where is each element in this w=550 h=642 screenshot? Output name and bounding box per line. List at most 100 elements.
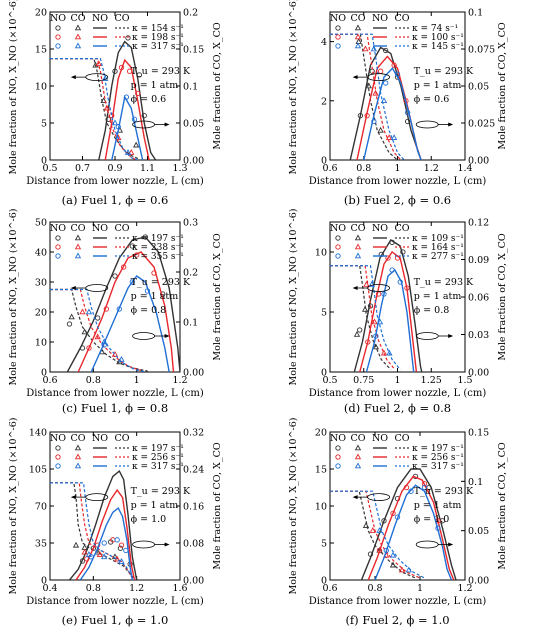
legend-co-marker [354, 453, 362, 460]
legend-co-marker [74, 243, 82, 250]
no-point [86, 345, 92, 351]
annotation-ellipse-no [415, 540, 439, 549]
panel-b: 0.6 0.8 1 1.2 1.4 0 2 4 0.00 0.025 0.05 0.075 0.1 Dis… [288, 0, 508, 207]
co-point [362, 522, 370, 528]
condition-pressure: p = 1 atm [131, 291, 179, 302]
y-right-axis-label: Mole fraction of CO, X_CO [212, 442, 223, 569]
legend-label: κ = 74 s⁻¹ [412, 24, 458, 34]
legend-header: CO [394, 433, 409, 444]
legend: NO CO NO COκ = 74 s⁻¹κ = 100 s⁻¹κ = 145 s⁻¹ [330, 13, 464, 52]
no-point [389, 267, 395, 273]
arrow-head [70, 495, 76, 500]
co-point [101, 338, 108, 345]
plot-area [330, 468, 457, 580]
arrow-head [448, 334, 454, 338]
plot-area [330, 33, 422, 160]
co-point [398, 566, 406, 573]
legend-co-marker [354, 462, 362, 469]
arrow-head [352, 286, 358, 290]
no-point [79, 345, 86, 351]
no-point [364, 112, 370, 119]
co-point [370, 45, 378, 52]
y-left-axis-label: Mole fraction of NO, X_NO (×10^-6) [288, 208, 299, 385]
no-line-series-3 [374, 484, 453, 580]
y-right-tick-label: 0.00 [183, 576, 204, 587]
arrow-head [70, 286, 76, 290]
no-point [376, 547, 383, 554]
x-axis-label: Distance from lower nozzle, L (cm) [309, 176, 487, 187]
y-right-tick-label: 0.15 [183, 45, 204, 56]
panel-caption: (e) Fuel 1, ϕ = 1.0 [62, 613, 169, 627]
legend-no-marker [55, 43, 61, 49]
panel-caption: (c) Fuel 1, ϕ = 0.8 [62, 401, 168, 415]
y-right-tick-label: 0.2 [183, 268, 198, 279]
no-point [365, 339, 371, 345]
x-tick-label: 0.75 [353, 375, 374, 386]
legend-header: CO [114, 223, 129, 234]
x-tick-label: 1 [394, 163, 400, 174]
co-point [372, 89, 379, 96]
y-left-tick-label: 20 [35, 8, 47, 19]
legend-header: CO [70, 433, 85, 444]
legend-header: NO [50, 433, 66, 444]
y-right-tick-label: 0.05 [468, 82, 489, 93]
y-left-axis-label: Mole fraction of NO, X_NO (×10^-6) [288, 417, 299, 594]
legend-label: κ = 197 s⁻¹ [132, 234, 184, 244]
legend-header: NO [92, 433, 108, 444]
y-left-tick-label: 0 [321, 576, 327, 587]
no-point [394, 255, 401, 261]
no-point [66, 321, 73, 327]
co-point [362, 45, 369, 52]
y-left-tick-label: 10 [315, 248, 327, 259]
no-point [101, 342, 107, 348]
x-tick-label: 0.5 [322, 375, 337, 386]
y-right-tick-label: 0.16 [183, 502, 204, 513]
x-tick-label: 1.5 [457, 375, 472, 386]
legend-no-marker [335, 43, 341, 49]
no-point [95, 315, 101, 321]
no-line-series-2 [367, 475, 455, 580]
arrow-head [448, 542, 454, 547]
y-right-tick-label: 0.15 [468, 428, 489, 439]
y-left-tick-label: 2 [321, 96, 327, 107]
no-point [101, 540, 107, 546]
legend: NO CO NO COκ = 197 s⁻¹κ = 256 s⁻¹κ = 317 s⁻… [330, 433, 464, 472]
legend-header: NO [92, 13, 108, 24]
no-point [116, 306, 122, 312]
x-tick-label: 1 [394, 375, 400, 386]
no-point [435, 525, 441, 531]
no-point [367, 551, 374, 557]
no-point [381, 291, 387, 297]
co-point [94, 333, 101, 340]
co-point [377, 126, 384, 133]
arrow-head [164, 122, 170, 127]
legend-label: κ = 164 s⁻¹ [412, 243, 464, 253]
no-line-series-2 [359, 251, 418, 372]
condition-phi: ϕ = 0.6 [131, 94, 167, 105]
panel-a: 0.5 0.7 0.9 1.1 1.3 0 5 10 15 20 0.00 0.05 0.1 0.15 0.… [8, 0, 223, 207]
co-point [405, 566, 412, 573]
x-tick-label: 0.4 [42, 583, 57, 594]
y-right-tick-label: 0.00 [183, 156, 204, 167]
plot-area [330, 239, 423, 372]
co-point [81, 328, 88, 335]
x-tick-label: 0.8 [86, 375, 101, 386]
co-line-series-1 [50, 58, 140, 160]
y-left-tick-label: 0 [41, 576, 47, 587]
no-point [421, 484, 428, 491]
legend: NO CO NO COκ = 109 s⁻¹κ = 164 s⁻¹κ = 277 s⁻… [330, 223, 464, 262]
y-left-tick-label: 140 [29, 428, 47, 439]
legend-co-marker [74, 33, 82, 40]
x-tick-label: 1 [417, 583, 423, 594]
no-line-series-1 [66, 236, 180, 372]
co-point [380, 97, 388, 104]
no-point [357, 112, 364, 119]
plot-area [50, 470, 138, 580]
condition-temperature: T_u = 293 K [414, 277, 474, 288]
no-point [389, 239, 395, 246]
x-tick-label: 1.2 [457, 583, 472, 594]
arrow-head [448, 122, 454, 127]
y-right-axis-label: Mole fraction of CO, X_CO [497, 442, 508, 569]
co-point [111, 350, 119, 357]
legend-header: NO [330, 223, 346, 234]
